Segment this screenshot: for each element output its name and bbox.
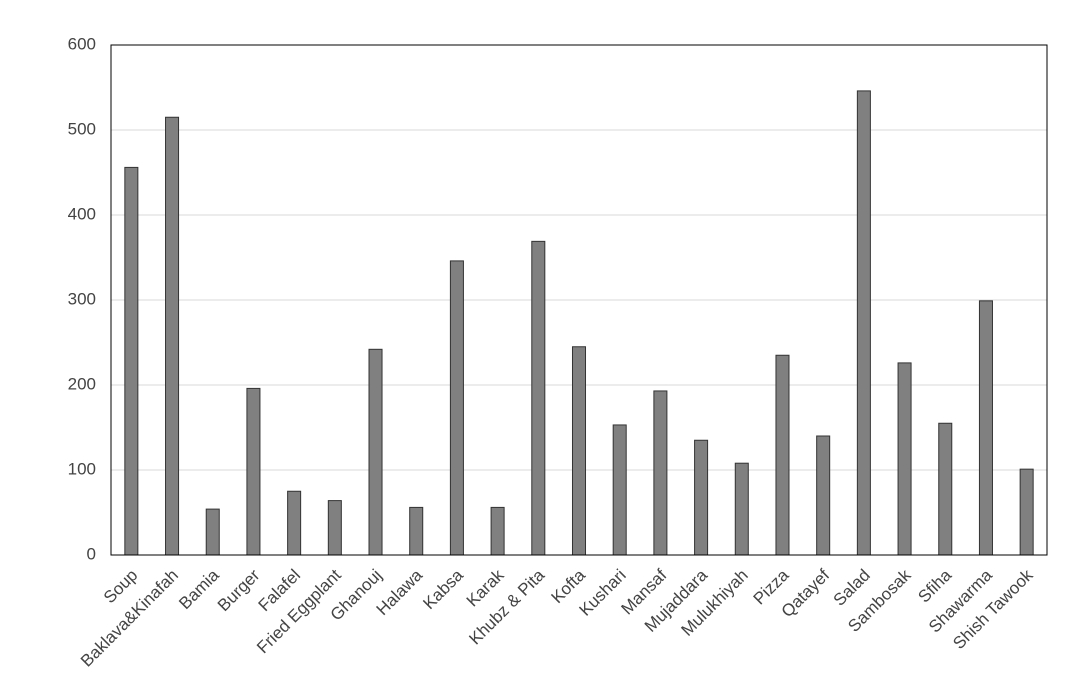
y-tick-label: 0 (87, 544, 96, 563)
bar (653, 390, 668, 556)
bar (124, 166, 139, 556)
y-tick-label: 100 (68, 459, 96, 478)
bar (1019, 468, 1034, 556)
bar (897, 362, 912, 556)
bar (165, 116, 180, 556)
bar (775, 354, 790, 556)
bar (287, 490, 302, 556)
bar (734, 462, 749, 556)
y-tick-label: 200 (68, 374, 96, 393)
bar (531, 240, 546, 556)
bar (246, 387, 261, 556)
y-tick-label: 600 (68, 34, 96, 53)
bar (816, 435, 831, 556)
bar (694, 439, 709, 556)
bar (490, 506, 505, 556)
bar (327, 500, 342, 556)
bar (856, 90, 871, 556)
bar (938, 422, 953, 556)
bar (571, 346, 587, 556)
bar (612, 424, 627, 556)
y-tick-label: 300 (68, 289, 96, 308)
bar (449, 260, 464, 556)
y-tick-label: 400 (68, 204, 96, 223)
bar (368, 348, 383, 556)
plot-frame (110, 44, 1048, 556)
bar (409, 506, 424, 556)
bar (205, 508, 220, 556)
bar (978, 300, 993, 556)
y-tick-label: 500 (68, 119, 96, 138)
